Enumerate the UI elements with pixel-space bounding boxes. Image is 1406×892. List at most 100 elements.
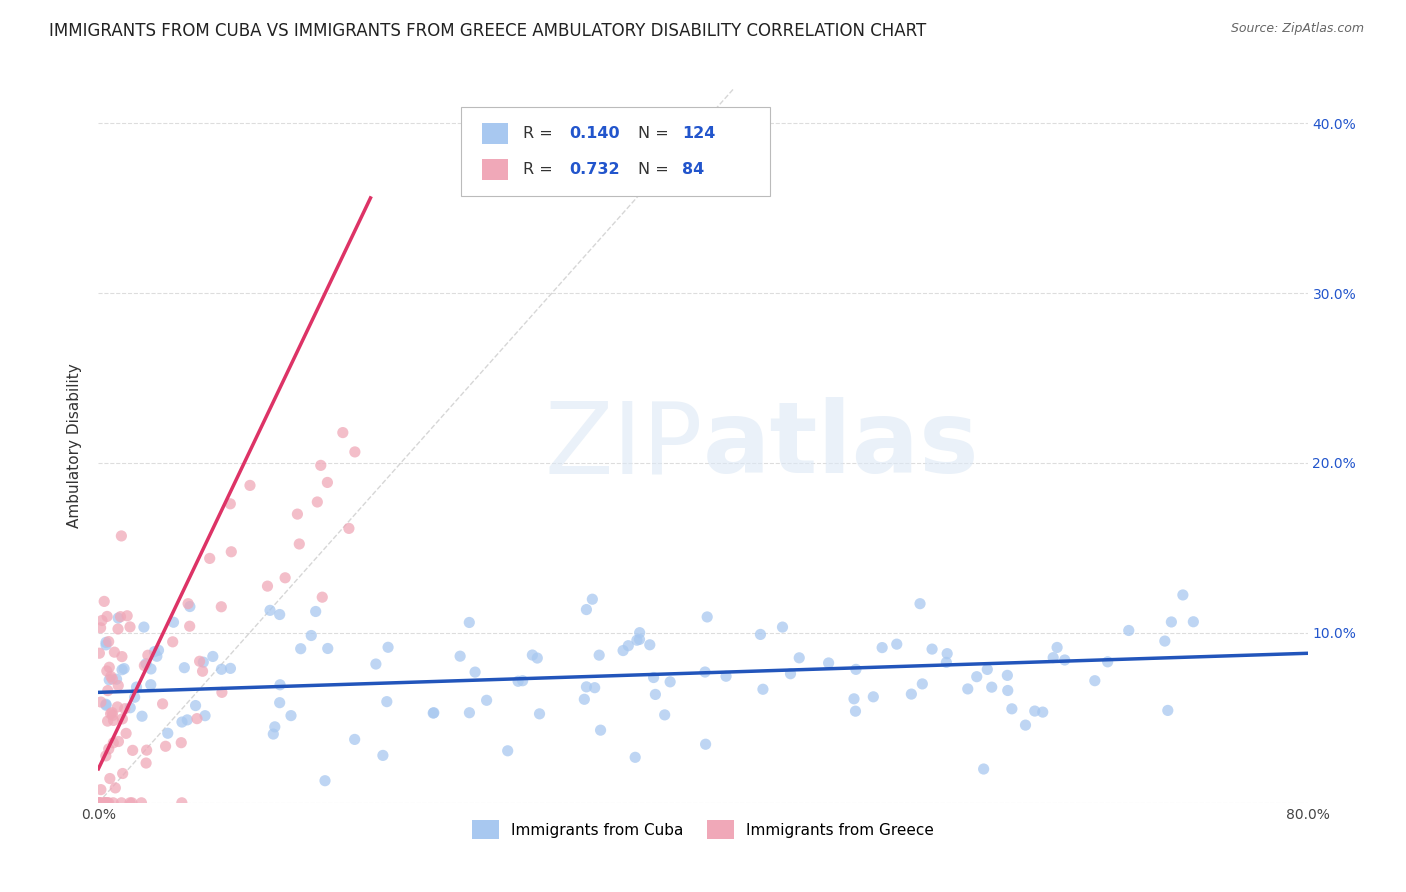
Point — [155, 739, 177, 754]
Point — [101, 708, 124, 723]
Point — [693, 665, 716, 679]
Point — [176, 713, 198, 727]
Point — [101, 672, 124, 686]
Point — [193, 655, 215, 669]
Point — [458, 615, 481, 630]
Point — [179, 619, 201, 633]
Point — [97, 714, 120, 728]
Point — [98, 772, 121, 786]
Point — [886, 637, 908, 651]
Point — [911, 677, 934, 691]
Point — [980, 680, 1002, 694]
Point — [93, 796, 115, 810]
Point — [98, 673, 121, 687]
Point — [184, 698, 207, 713]
Point — [105, 672, 128, 686]
Point — [290, 641, 312, 656]
Point — [136, 648, 159, 663]
Point — [97, 683, 120, 698]
Point — [121, 743, 143, 757]
Point — [170, 736, 193, 750]
Point — [316, 641, 339, 656]
FancyBboxPatch shape — [461, 107, 769, 196]
Point — [973, 762, 995, 776]
Point — [152, 697, 174, 711]
Point — [209, 599, 232, 614]
Point — [976, 662, 998, 676]
Text: 0.732: 0.732 — [569, 162, 620, 178]
Point — [107, 622, 129, 636]
Point — [332, 425, 354, 440]
Point — [343, 732, 366, 747]
Point — [263, 720, 285, 734]
Point — [526, 651, 548, 665]
Point — [211, 685, 233, 699]
Point — [96, 796, 118, 810]
Point — [1118, 624, 1140, 638]
Point — [862, 690, 884, 704]
Point — [269, 678, 291, 692]
Point — [1053, 653, 1076, 667]
Point — [1153, 634, 1175, 648]
Point — [94, 698, 117, 713]
Point — [173, 661, 195, 675]
Point — [103, 645, 125, 659]
Point — [1182, 615, 1205, 629]
Point — [307, 495, 329, 509]
Point — [288, 537, 311, 551]
Point — [817, 656, 839, 670]
Point — [314, 773, 336, 788]
Point — [617, 639, 640, 653]
Text: R =: R = — [523, 126, 558, 141]
Point — [112, 662, 135, 676]
Point — [936, 647, 959, 661]
Point — [1032, 705, 1054, 719]
Point — [191, 665, 214, 679]
Point — [139, 662, 162, 676]
Point — [114, 702, 136, 716]
Point — [956, 681, 979, 696]
Point — [458, 706, 481, 720]
Point — [179, 599, 201, 614]
Point — [287, 507, 309, 521]
Point — [103, 736, 125, 750]
Point — [506, 674, 529, 689]
Point — [280, 708, 302, 723]
Point — [269, 607, 291, 622]
Point — [188, 654, 211, 668]
Point — [110, 796, 132, 810]
Point — [659, 674, 682, 689]
Point — [529, 706, 551, 721]
Point — [97, 634, 120, 648]
Text: Source: ZipAtlas.com: Source: ZipAtlas.com — [1230, 22, 1364, 36]
Text: N =: N = — [638, 126, 673, 141]
Point — [305, 605, 328, 619]
Point — [219, 497, 242, 511]
Point — [98, 660, 121, 674]
Point — [131, 796, 153, 810]
Point — [219, 661, 242, 675]
Point — [575, 602, 598, 616]
Point — [198, 551, 221, 566]
Point — [644, 688, 666, 702]
Point — [146, 649, 169, 664]
Point — [101, 706, 124, 720]
Point — [274, 571, 297, 585]
Point — [496, 744, 519, 758]
Point — [94, 796, 117, 810]
Point — [1084, 673, 1107, 688]
Point — [1171, 588, 1194, 602]
Point — [1157, 703, 1180, 717]
Point — [512, 673, 534, 688]
Point — [103, 714, 125, 728]
Point — [695, 737, 717, 751]
Point — [364, 657, 387, 671]
Point — [94, 796, 117, 810]
Point — [779, 666, 801, 681]
Point — [89, 646, 111, 660]
Point — [111, 766, 134, 780]
Point — [177, 597, 200, 611]
Point — [110, 609, 132, 624]
Point — [96, 664, 118, 678]
Point — [842, 691, 865, 706]
